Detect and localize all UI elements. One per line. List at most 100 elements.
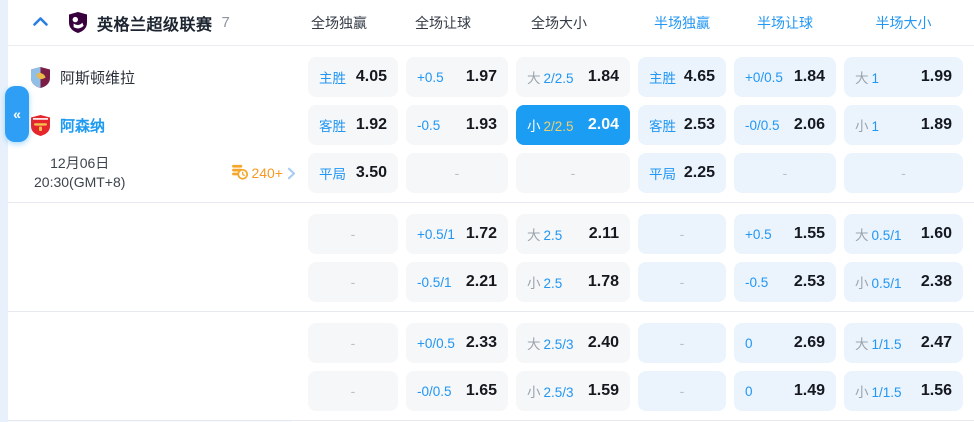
odds-label-group: 平局 xyxy=(649,163,676,183)
odds-cell[interactable]: 平局 2.25 xyxy=(638,153,726,193)
main-odds-block: 阿斯顿维拉 阿森纳 12月06日 xyxy=(8,46,974,202)
odds-cell[interactable]: 小 2.5/3 1.59 xyxy=(516,371,630,411)
sidebar-collapse-tab[interactable]: « xyxy=(5,86,29,142)
odds-cell[interactable]: 0 2.69 xyxy=(734,323,836,363)
odds-label-group: 小 2.5 xyxy=(527,272,562,292)
odds-value: 1.56 xyxy=(920,382,952,399)
odds-cell[interactable]: 主胜 4.05 xyxy=(308,57,398,97)
odds-value: 1.59 xyxy=(587,382,619,399)
odds-value: 1.55 xyxy=(793,225,825,242)
odds-cell[interactable]: 大 1 1.99 xyxy=(844,57,963,97)
odds-line-label: +0.5/1 xyxy=(417,226,455,242)
odds-cell[interactable]: - xyxy=(638,371,726,411)
odds-cell[interactable]: +0.5 1.55 xyxy=(734,214,836,254)
odds-label-group: 大 0.5/1 xyxy=(855,224,902,244)
odds-cell[interactable]: 小 0.5/1 2.38 xyxy=(844,262,963,302)
empty-odds-dash: - xyxy=(350,335,356,351)
odds-cell[interactable]: - xyxy=(308,323,398,363)
block-divider xyxy=(8,311,974,312)
odds-cell[interactable]: 小 1 1.89 xyxy=(844,105,963,145)
odds-cell[interactable]: 小 2.5 1.78 xyxy=(516,262,630,302)
chevron-up-icon xyxy=(32,15,49,30)
odds-value: 2.40 xyxy=(587,334,619,351)
column-header-2[interactable]: 全场让球 xyxy=(415,14,471,31)
column-header-6[interactable]: 半场大小 xyxy=(875,14,932,31)
over-under-prefix: 大 xyxy=(527,337,541,352)
markets-count: 240+ xyxy=(251,165,283,181)
odds-cell[interactable]: - xyxy=(638,214,726,254)
empty-odds-dash: - xyxy=(350,274,356,290)
odds-cell[interactable]: - xyxy=(308,371,398,411)
left-spacer xyxy=(8,323,300,411)
odds-line-label: 0 xyxy=(745,335,753,351)
odds-cell[interactable]: +0.5 1.97 xyxy=(406,57,508,97)
odds-cell[interactable]: -0/0.5 2.06 xyxy=(734,105,836,145)
odds-line-label: -0.5 xyxy=(417,117,441,133)
odds-label-group: +0.5/1 xyxy=(417,227,455,242)
odds-label-group: 小 0.5/1 xyxy=(855,272,902,292)
odds-value: 2.53 xyxy=(683,116,715,133)
odds-cell[interactable]: 大 2/2.5 1.84 xyxy=(516,57,630,97)
odds-cell[interactable]: 小 2/2.5 2.04 xyxy=(516,105,630,145)
more-markets-button[interactable]: 240+ xyxy=(231,163,296,183)
odds-cell[interactable]: - xyxy=(638,262,726,302)
odds-cell[interactable]: -0.5 1.93 xyxy=(406,105,508,145)
collapse-league-button[interactable] xyxy=(32,15,49,30)
odds-value: 1.93 xyxy=(465,116,497,133)
odds-cell[interactable]: -0.5 2.53 xyxy=(734,262,836,302)
column-header-1[interactable]: 全场独赢 xyxy=(311,14,367,31)
odds-cell[interactable]: +0/0.5 1.84 xyxy=(734,57,836,97)
odds-cell[interactable]: +0.5/1 1.72 xyxy=(406,214,508,254)
odds-label-group: -0/0.5 xyxy=(745,118,780,133)
odds-value: 2.53 xyxy=(793,273,825,290)
column-header-4[interactable]: 半场独赢 xyxy=(654,14,710,31)
column-header-3[interactable]: 全场大小 xyxy=(531,14,587,31)
odds-line-label: +0.5 xyxy=(417,69,444,85)
odds-label-group: 小 1/1.5 xyxy=(855,381,902,401)
empty-odds-dash: - xyxy=(782,165,788,181)
odds-cell[interactable]: - xyxy=(406,153,508,193)
odds-label-group: +0/0.5 xyxy=(745,70,783,85)
odds-cell[interactable]: - xyxy=(638,323,726,363)
odds-cell[interactable]: 大 2.5/3 2.40 xyxy=(516,323,630,363)
odds-cell[interactable]: 大 1/1.5 2.47 xyxy=(844,323,963,363)
away-team-row: 阿森纳 xyxy=(8,105,300,145)
odds-value: 1.99 xyxy=(920,68,952,85)
odds-table: 英格兰超级联赛 7 全场独赢 全场让球 全场大小 半场独赢 半场让球 半场大小 阿斯顿维拉 xyxy=(8,0,974,422)
match-meta-row: 12月06日 20:30(GMT+8) xyxy=(8,153,300,193)
odds-cell[interactable]: - xyxy=(516,153,630,193)
odds-value: 2.25 xyxy=(683,164,715,181)
odds-cell[interactable]: 大 0.5/1 1.60 xyxy=(844,214,963,254)
odds-label-group: -0.5 xyxy=(417,118,440,133)
odds-value: 2.06 xyxy=(793,116,825,133)
odds-value: 2.33 xyxy=(465,334,497,351)
match-time: 20:30(GMT+8) xyxy=(34,174,126,190)
odds-cell[interactable]: 平局 3.50 xyxy=(308,153,398,193)
odds-cell[interactable]: 小 1/1.5 1.56 xyxy=(844,371,963,411)
odds-cell[interactable]: - xyxy=(844,153,963,193)
odds-cell[interactable]: - xyxy=(308,262,398,302)
empty-odds-dash: - xyxy=(901,165,906,181)
odds-line-label: -0.5 xyxy=(745,274,769,290)
odds-label-group: +0/0.5 xyxy=(417,336,455,351)
odds-cell[interactable]: 客胜 2.53 xyxy=(638,105,726,145)
odds-label-group: -0.5/1 xyxy=(417,275,452,290)
odds-line-label: 平局 xyxy=(649,167,676,182)
odds-cell[interactable]: +0/0.5 2.33 xyxy=(406,323,508,363)
odds-cell[interactable]: - xyxy=(734,153,836,193)
odds-cell[interactable]: 主胜 4.65 xyxy=(638,57,726,97)
odds-cell[interactable]: -0.5/1 2.21 xyxy=(406,262,508,302)
odds-cell[interactable]: 客胜 1.92 xyxy=(308,105,398,145)
odds-cell[interactable]: 大 2.5 2.11 xyxy=(516,214,630,254)
odds-value: 4.05 xyxy=(355,68,387,85)
odds-cell[interactable]: - xyxy=(308,214,398,254)
odds-cell[interactable]: 0 1.49 xyxy=(734,371,836,411)
empty-odds-dash: - xyxy=(679,226,685,242)
column-header-5[interactable]: 半场让球 xyxy=(757,14,813,31)
match-info[interactable]: 阿斯顿维拉 阿森纳 12月06日 xyxy=(8,57,300,193)
over-under-prefix: 大 xyxy=(855,71,869,86)
odds-cell[interactable]: -0/0.5 1.65 xyxy=(406,371,508,411)
markets-count-icon xyxy=(231,163,249,183)
